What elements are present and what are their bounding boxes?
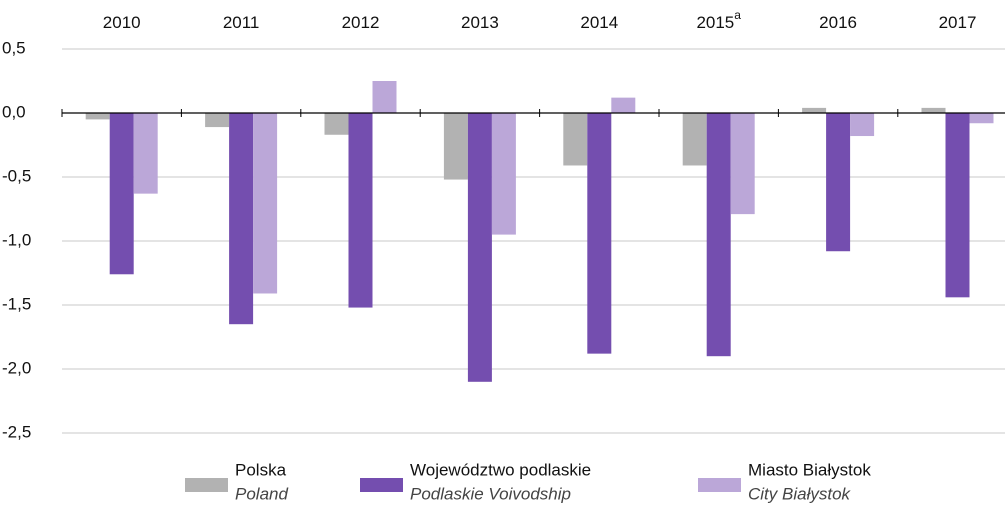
superscript: a — [734, 8, 741, 22]
category: 2015 — [696, 13, 734, 32]
category: 2011 — [223, 13, 260, 32]
x-tick-label: 2010 — [103, 13, 141, 32]
y-tick-label: -2,0 — [2, 358, 31, 377]
bar — [205, 113, 230, 128]
legend-swatch — [185, 478, 228, 492]
y-tick-label: -1,0 — [2, 230, 31, 249]
y-tick-label: -0,5 — [2, 166, 31, 185]
bar — [253, 113, 278, 294]
bar — [850, 113, 875, 137]
category: 2012 — [342, 13, 380, 32]
category: 2013 — [461, 13, 499, 32]
x-tick-label: 2015a — [696, 8, 741, 32]
y-tick-label: -1,5 — [2, 294, 31, 313]
legend-label: Miasto Białystok — [748, 460, 871, 479]
y-tick-label: 0,5 — [2, 38, 26, 57]
bar — [109, 113, 134, 275]
bar — [133, 113, 158, 194]
x-tick-label: 2012 — [342, 13, 380, 32]
category: 2014 — [580, 13, 618, 32]
bar — [802, 107, 827, 113]
legend-swatch — [698, 478, 741, 492]
x-tick-label: 2014 — [580, 13, 618, 32]
bar — [921, 107, 946, 113]
bar — [443, 113, 468, 180]
bar — [467, 113, 492, 382]
bar — [730, 113, 755, 215]
category: 2017 — [939, 13, 977, 32]
y-tick-label: -2,5 — [2, 422, 31, 441]
legend-label-en: Poland — [235, 484, 288, 503]
x-tick-label: 2016 — [819, 13, 857, 32]
legend-label: Województwo podlaskie — [410, 460, 591, 479]
bar — [945, 113, 970, 298]
bar — [324, 113, 349, 135]
bar — [372, 81, 397, 113]
x-tick-label: 2017 — [939, 13, 977, 32]
category: 2016 — [819, 13, 857, 32]
bar — [826, 113, 851, 252]
bar — [706, 113, 731, 357]
bar — [969, 113, 994, 124]
legend-swatch — [360, 478, 403, 492]
y-tick-label: 0,0 — [2, 102, 26, 121]
bar — [85, 113, 110, 120]
category: 2010 — [103, 13, 141, 32]
legend-label-en: City Białystok — [748, 484, 852, 503]
bar — [563, 113, 588, 166]
bar — [611, 97, 636, 113]
legend-label-en: Podlaskie Voivodship — [410, 484, 571, 503]
bar — [587, 113, 612, 354]
legend-label: Polska — [235, 460, 287, 479]
bar — [491, 113, 516, 235]
x-tick-label: 2011 — [223, 13, 260, 32]
bar — [229, 113, 254, 325]
bar — [348, 113, 373, 308]
x-tick-label: 2013 — [461, 13, 499, 32]
bar — [682, 113, 707, 166]
